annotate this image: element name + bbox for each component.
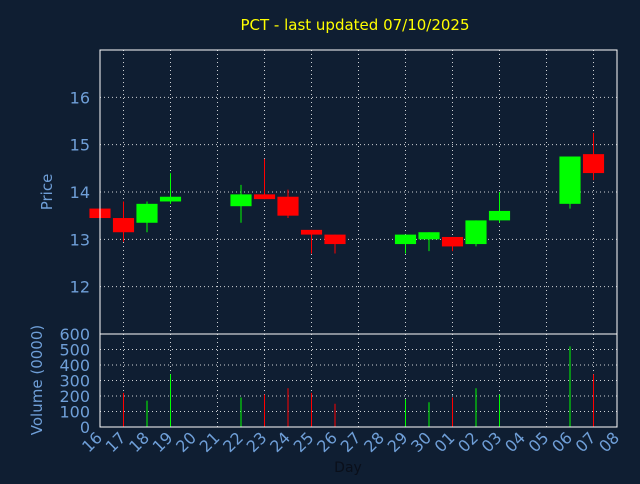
volume-tick-label: 600 [59,325,90,344]
candle-body [488,210,511,221]
candle-body [159,196,182,202]
volume-tick-label: 500 [59,341,90,360]
candle-body [465,220,487,245]
price-axis-label: Price [38,174,56,211]
price-tick-label: 16 [70,88,90,107]
candle-body [230,194,252,207]
volume-tick-label: 0 [80,418,90,437]
candle-body [253,194,276,200]
x-axis-label: Day [334,460,362,476]
chart-title: PCT - last updated 07/10/2025 [240,16,469,34]
price-candles [89,132,605,254]
candle-body [277,196,299,216]
volume-tick-label: 200 [59,387,90,406]
volume-axis-label: Volume (0000) [28,325,46,435]
price-tick-label: 12 [70,278,90,297]
candle-body [324,234,346,245]
volume-tick-label: 400 [59,356,90,375]
axes [99,49,618,428]
price-tick-label: 14 [70,183,90,202]
candle-body [441,236,464,247]
price-gridlines [100,50,617,334]
candle-body [300,229,323,235]
plot-frame [99,49,618,428]
volume-tick-label: 100 [59,403,90,422]
candle-body [394,234,417,245]
candle-body [112,218,135,233]
volume-tick-label: 300 [59,372,90,391]
price-tick-label: 13 [70,230,90,249]
price-tick-label: 15 [70,136,90,155]
volume-bars [123,346,594,427]
candle-body [582,154,605,174]
candle-body [418,232,440,240]
candle-body [559,156,581,204]
candle-body [136,203,158,223]
